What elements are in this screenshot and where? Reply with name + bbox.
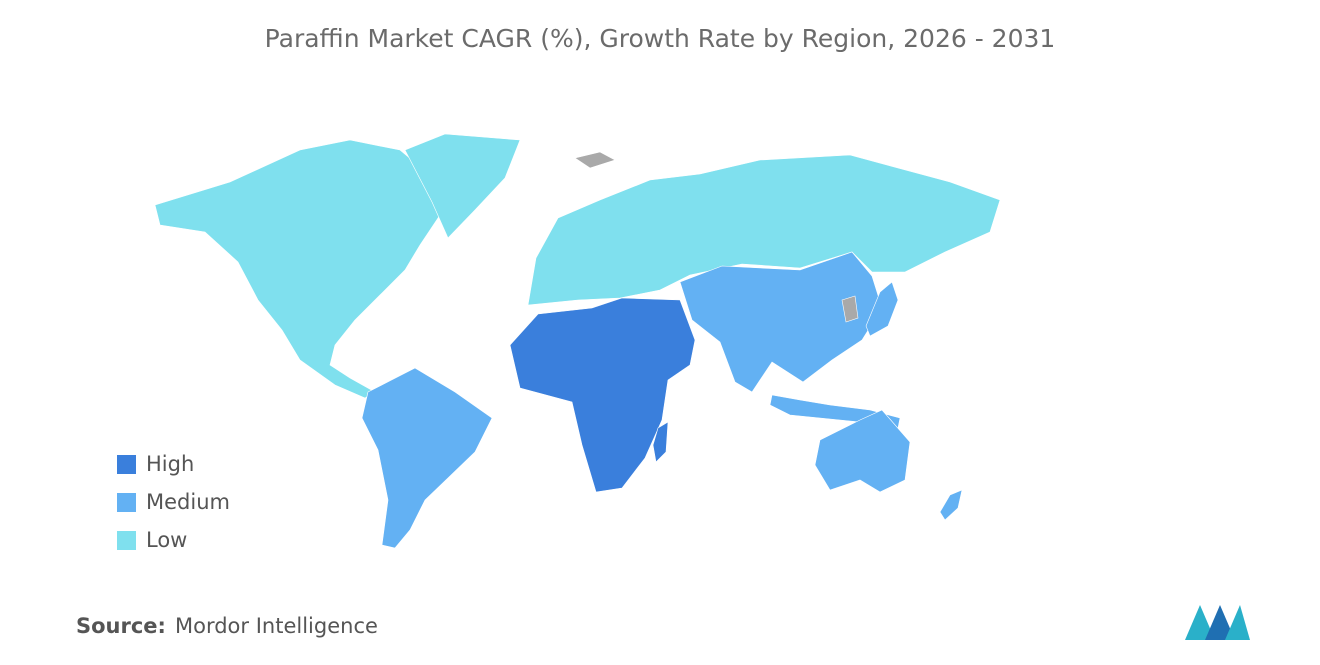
- region: [939, 489, 963, 521]
- legend-label: Low: [146, 528, 187, 552]
- legend-label: High: [146, 452, 194, 476]
- region: [652, 421, 669, 463]
- region: [509, 297, 696, 493]
- legend-swatch: [117, 493, 136, 512]
- region: [404, 133, 521, 239]
- region: [865, 281, 899, 337]
- region: [574, 151, 616, 169]
- source-text: Mordor Intelligence: [175, 614, 378, 638]
- region: [361, 367, 493, 549]
- legend-swatch: [117, 531, 136, 550]
- region: [154, 139, 441, 399]
- region: [814, 409, 911, 493]
- chart-title: Paraffin Market CAGR (%), Growth Rate by…: [265, 24, 1056, 53]
- legend: High Medium Low: [117, 452, 230, 552]
- world-map: [154, 133, 1001, 549]
- logo: [1185, 605, 1250, 640]
- region: [841, 295, 859, 323]
- region: [679, 251, 883, 393]
- legend-label: Medium: [146, 490, 230, 514]
- region: [527, 154, 1001, 306]
- legend-swatch: [117, 455, 136, 474]
- source-label: Source:: [76, 614, 166, 638]
